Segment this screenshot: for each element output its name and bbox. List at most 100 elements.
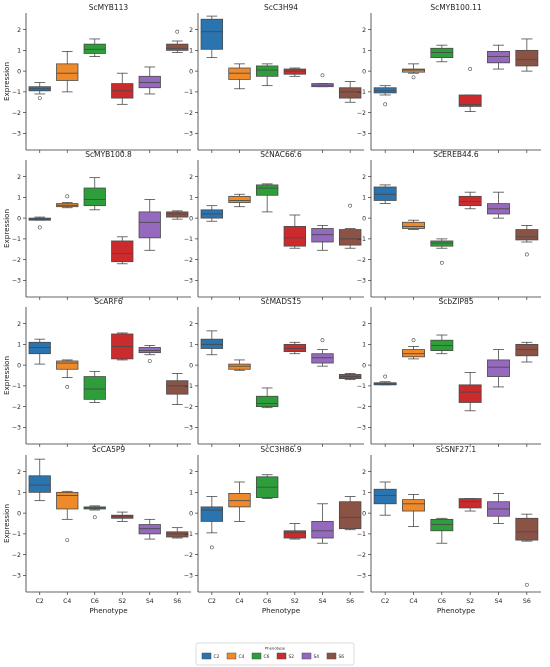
box-C6 bbox=[255, 387, 279, 409]
box-S4 bbox=[311, 224, 334, 251]
legend-label: C2 bbox=[214, 654, 220, 660]
box-iqr bbox=[83, 187, 106, 207]
y-tick-label: −1 bbox=[357, 89, 366, 96]
box-iqr bbox=[228, 493, 251, 508]
box-iqr bbox=[338, 229, 362, 246]
y-tick-label: 2 bbox=[189, 174, 193, 181]
box-iqr bbox=[166, 531, 189, 538]
y-tick-label: −2 bbox=[184, 404, 193, 411]
box-C4 bbox=[56, 359, 79, 389]
x-tick-label: C4 bbox=[63, 598, 71, 605]
box-S6 bbox=[338, 81, 362, 103]
box-S4 bbox=[487, 44, 510, 70]
box-iqr bbox=[283, 343, 307, 353]
y-tick-label: 0 bbox=[362, 215, 366, 222]
y-tick-label: 2 bbox=[189, 27, 193, 34]
box-C4 bbox=[228, 359, 251, 371]
y-tick-label: −1 bbox=[12, 383, 21, 390]
y-tick-label: 0 bbox=[17, 510, 21, 517]
x-axis-label: Phenotype bbox=[89, 606, 128, 615]
panel-ScARF6: ScARF6 2 1 0 −1 −2 −3 Expression bbox=[2, 297, 191, 447]
x-tick-label: S2 bbox=[466, 598, 474, 605]
y-tick-label: −3 bbox=[12, 425, 21, 432]
box-iqr bbox=[515, 229, 539, 241]
y-tick-label: 1 bbox=[189, 48, 193, 55]
y-tick-label: −1 bbox=[184, 531, 193, 538]
y-tick-label: −2 bbox=[357, 257, 366, 264]
legend-label: S6 bbox=[339, 654, 345, 660]
y-tick-label: 1 bbox=[17, 195, 21, 202]
legend-swatch bbox=[276, 652, 287, 660]
y-tick-label: −3 bbox=[12, 278, 21, 285]
box-iqr bbox=[28, 341, 51, 355]
box-iqr bbox=[338, 87, 362, 99]
x-axis-label: Phenotype bbox=[262, 606, 301, 615]
box-iqr bbox=[487, 51, 510, 64]
legend-entry-S2: S2 bbox=[276, 652, 294, 660]
x-tick-label: C6 bbox=[263, 598, 271, 605]
y-tick-label: −1 bbox=[357, 236, 366, 243]
outlier-point bbox=[524, 252, 529, 257]
outlier-point bbox=[37, 225, 42, 230]
y-tick-label: 1 bbox=[17, 342, 21, 349]
box-C4 bbox=[228, 63, 251, 90]
legend-entry-C6: C6 bbox=[251, 652, 270, 660]
y-tick-label: −3 bbox=[357, 573, 366, 580]
box-iqr bbox=[283, 530, 307, 539]
y-tick-label: 0 bbox=[362, 510, 366, 517]
legend-entry-S6: S6 bbox=[326, 652, 345, 660]
box-C6 bbox=[83, 177, 106, 211]
outlier-point bbox=[92, 515, 97, 520]
box-C2 bbox=[200, 15, 224, 59]
y-tick-label: −2 bbox=[357, 404, 366, 411]
panel-title: ScbZIP85 bbox=[438, 297, 473, 306]
box-C4 bbox=[402, 219, 425, 230]
panel-title: ScMYB100.8 bbox=[85, 150, 132, 159]
y-tick-label: −2 bbox=[12, 404, 21, 411]
legend: Phenotype C2 C4 C6 S2 S4 S6 bbox=[195, 642, 355, 666]
box-C6 bbox=[255, 63, 279, 87]
y-tick-label: −1 bbox=[12, 531, 21, 538]
panel-ScMADS15: ScMADS15 2 1 0 −1 −2 −3 bbox=[184, 297, 364, 447]
box-S2 bbox=[283, 341, 307, 355]
outlier-point bbox=[383, 374, 388, 379]
x-tick-label: C6 bbox=[438, 598, 446, 605]
x-tick-label: S6 bbox=[346, 598, 354, 605]
panel-ScMYB113: ScMYB113 2 1 0 −1 −2 −3 Expression bbox=[2, 3, 191, 153]
box-iqr bbox=[458, 384, 482, 403]
box-C2 bbox=[28, 338, 51, 365]
x-tick-label: C2 bbox=[36, 598, 44, 605]
y-tick-label: −3 bbox=[184, 573, 193, 580]
box-C2 bbox=[28, 216, 51, 230]
box-iqr bbox=[166, 211, 189, 218]
box-iqr bbox=[430, 518, 454, 532]
box-iqr bbox=[515, 49, 539, 67]
x-tick-label: S2 bbox=[118, 598, 126, 605]
y-tick-label: 1 bbox=[17, 48, 21, 55]
box-S2 bbox=[458, 371, 482, 412]
box-iqr bbox=[28, 475, 51, 493]
y-tick-label: 2 bbox=[17, 321, 21, 328]
y-tick-label: 0 bbox=[189, 510, 193, 517]
box-S4 bbox=[487, 191, 510, 219]
box-iqr bbox=[200, 18, 224, 50]
box-C6 bbox=[255, 474, 279, 499]
box-C2 bbox=[373, 481, 397, 516]
y-tick-label: 1 bbox=[189, 490, 193, 497]
x-tick-label: C2 bbox=[208, 598, 216, 605]
box-C6 bbox=[430, 334, 454, 355]
box-S6 bbox=[338, 496, 362, 531]
box-C4 bbox=[402, 338, 425, 360]
box-C6 bbox=[430, 517, 454, 544]
y-tick-label: 1 bbox=[362, 342, 366, 349]
y-tick-label: 1 bbox=[17, 490, 21, 497]
box-S2 bbox=[283, 523, 307, 540]
box-S6 bbox=[515, 341, 539, 363]
x-tick-label: S4 bbox=[319, 598, 327, 605]
box-iqr bbox=[83, 376, 106, 400]
panel-title: ScMADS15 bbox=[261, 297, 302, 306]
x-tick-label: S4 bbox=[495, 598, 503, 605]
box-S2 bbox=[458, 191, 482, 210]
box-iqr bbox=[373, 186, 397, 201]
y-tick-label: 2 bbox=[362, 469, 366, 476]
